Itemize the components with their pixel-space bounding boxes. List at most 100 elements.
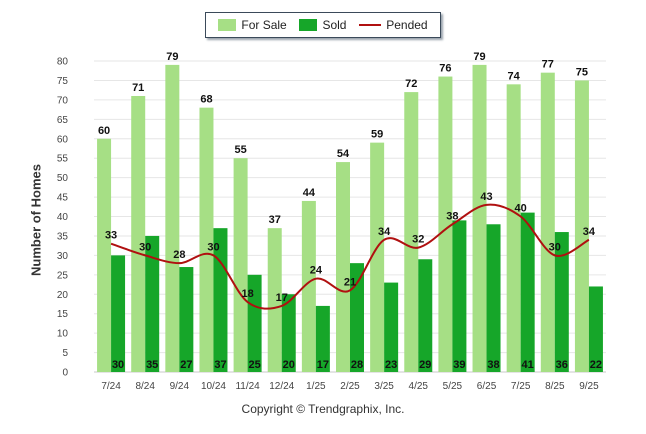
x-tick-label: 11/24 [235, 381, 260, 392]
data-label-sold: 28 [351, 359, 363, 371]
y-axis-label: Number of Homes [28, 164, 44, 276]
data-label-pended: 34 [378, 226, 391, 238]
bar-sold [486, 224, 501, 372]
bar-sold [213, 228, 228, 372]
data-label-for-sale: 60 [98, 125, 110, 137]
data-label-sold: 39 [453, 359, 465, 371]
data-label-for-sale: 75 [576, 66, 588, 78]
bar-for-sale [472, 64, 487, 372]
data-label-pended: 32 [412, 234, 424, 246]
x-tick-label: 9/24 [170, 381, 190, 392]
data-label-pended: 43 [480, 191, 492, 203]
y-axis-label-wrap: Number of Homes [14, 120, 58, 320]
x-tick-label: 2/25 [340, 381, 360, 392]
bar-for-sale [97, 138, 112, 372]
bar-for-sale [267, 228, 282, 372]
y-tick-label: 20 [57, 290, 69, 301]
legend-item-for-sale[interactable]: For Sale [218, 18, 287, 32]
data-label-pended: 21 [344, 276, 356, 288]
bar-for-sale [506, 84, 521, 372]
data-label-pended: 40 [515, 203, 527, 215]
y-tick-label: 30 [57, 251, 69, 262]
data-label-for-sale: 59 [371, 129, 383, 141]
bar-for-sale [438, 76, 453, 373]
data-label-pended: 38 [446, 210, 458, 222]
y-tick-label: 60 [57, 134, 69, 145]
x-tick-label: 12/24 [269, 381, 294, 392]
data-label-for-sale: 44 [303, 187, 316, 199]
bar-sold [418, 259, 433, 372]
data-label-sold: 22 [590, 359, 602, 371]
bar-sold [520, 212, 535, 372]
bar-for-sale [131, 95, 146, 373]
bar-for-sale [199, 107, 214, 373]
x-tick-label: 10/24 [201, 381, 226, 392]
data-label-pended: 30 [139, 241, 151, 253]
data-label-for-sale: 72 [405, 78, 417, 90]
y-tick-label: 50 [57, 173, 69, 184]
data-label-for-sale: 37 [269, 214, 281, 226]
x-tick-label: 4/25 [409, 381, 429, 392]
data-label-for-sale: 54 [337, 148, 350, 160]
legend-label-pended: Pended [386, 18, 428, 32]
bar-sold [145, 235, 160, 372]
x-tick-label: 8/25 [545, 381, 565, 392]
bar-sold [247, 274, 262, 372]
y-tick-label: 70 [57, 95, 69, 106]
data-label-sold: 29 [419, 359, 431, 371]
pended-swatch [359, 24, 382, 26]
y-tick-label: 0 [62, 368, 68, 379]
x-tick-label: 1/25 [306, 381, 326, 392]
data-label-pended: 28 [173, 249, 185, 261]
y-tick-label: 5 [62, 348, 68, 359]
data-label-for-sale: 77 [542, 59, 554, 71]
x-tick-label: 9/25 [579, 381, 599, 392]
data-label-for-sale: 79 [166, 51, 178, 63]
data-label-pended: 18 [241, 288, 253, 300]
data-label-sold: 35 [146, 359, 158, 371]
bar-sold [588, 286, 603, 372]
data-label-sold: 37 [214, 359, 226, 371]
x-tick-label: 6/25 [477, 381, 497, 392]
y-tick-label: 25 [57, 270, 69, 281]
data-label-for-sale: 68 [200, 94, 212, 106]
legend-label-for-sale: For Sale [241, 18, 287, 32]
data-label-pended: 30 [207, 241, 219, 253]
x-tick-label: 3/25 [374, 381, 394, 392]
data-label-sold: 36 [556, 359, 568, 371]
data-label-pended: 34 [583, 226, 596, 238]
y-tick-label: 45 [57, 193, 69, 204]
x-tick-label: 8/24 [135, 381, 155, 392]
data-label-sold: 27 [180, 359, 192, 371]
data-label-pended: 17 [276, 292, 288, 304]
y-tick-label: 80 [57, 57, 69, 68]
legend-item-sold[interactable]: Sold [299, 18, 346, 32]
bar-sold [554, 232, 569, 372]
bar-sold [315, 305, 330, 372]
data-label-pended: 30 [549, 241, 561, 253]
pended-line [110, 203, 590, 310]
bar-for-sale [404, 92, 419, 372]
bar-for-sale [165, 64, 180, 372]
x-tick-label: 5/25 [443, 381, 463, 392]
legend-item-pended[interactable]: Pended [359, 18, 428, 32]
data-label-sold: 23 [385, 359, 397, 371]
for-sale-swatch [218, 19, 237, 31]
y-tick-label: 35 [57, 231, 69, 242]
data-label-sold: 30 [112, 359, 124, 371]
x-tick-label: 7/25 [511, 381, 531, 392]
copyright: Copyright © Trendgraphix, Inc. [241, 402, 405, 416]
data-label-for-sale: 79 [473, 51, 485, 63]
y-tick-label: 65 [57, 115, 69, 126]
data-label-for-sale: 71 [132, 82, 144, 94]
data-label-for-sale: 76 [439, 63, 451, 75]
bar-for-sale [336, 162, 350, 372]
bar-for-sale [233, 158, 248, 372]
bar-sold [350, 263, 364, 372]
legend: For Sale Sold Pended [205, 12, 441, 38]
data-label-sold: 17 [317, 359, 329, 371]
data-label-for-sale: 74 [508, 70, 521, 82]
data-label-for-sale: 55 [234, 144, 246, 156]
data-label-sold: 41 [522, 359, 534, 371]
bar-for-sale [574, 80, 589, 372]
